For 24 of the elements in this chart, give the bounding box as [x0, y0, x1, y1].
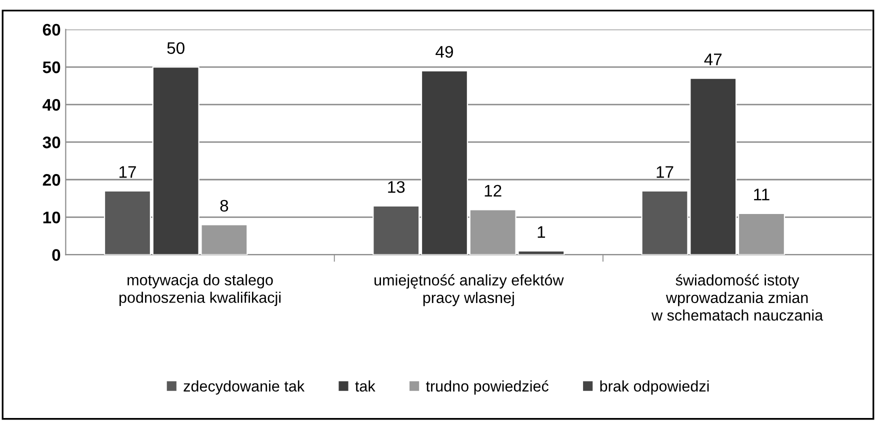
x-tick-label: świadomość istoty wprowadzania zmian w schematach nauczania: [652, 274, 824, 321]
data-label: 11: [754, 188, 770, 200]
data-label: 8: [220, 200, 228, 212]
data-label: 13: [388, 181, 405, 193]
x-tick-label: motywacja do stalego podnoszenia kwalifikacji: [119, 274, 281, 306]
legend-label: trudno powiedzieć: [426, 380, 548, 395]
legend-label: zdecydowanie tak: [184, 380, 305, 395]
data-label: 50: [167, 42, 184, 54]
y-tick-label: 30: [42, 136, 60, 148]
y-tick-label: 60: [42, 24, 60, 36]
data-label: 47: [704, 54, 722, 66]
data-label: 17: [656, 166, 674, 178]
y-tick-label: 50: [42, 61, 60, 74]
legend-label: brak odpowiedzi: [600, 380, 709, 395]
data-label: 49: [436, 46, 453, 58]
x-tick-label: umiejętność analizy efektów pracy wlasnej: [374, 274, 564, 306]
y-tick-label: 10: [43, 212, 60, 224]
data-label: 17: [119, 166, 136, 178]
y-tick-label: 20: [42, 174, 60, 186]
y-tick-label: 40: [42, 98, 60, 111]
legend-label: tak: [355, 380, 376, 392]
data-label: 12: [484, 184, 502, 196]
y-tick-label: 0: [52, 249, 60, 261]
data-label: 1: [538, 226, 546, 238]
